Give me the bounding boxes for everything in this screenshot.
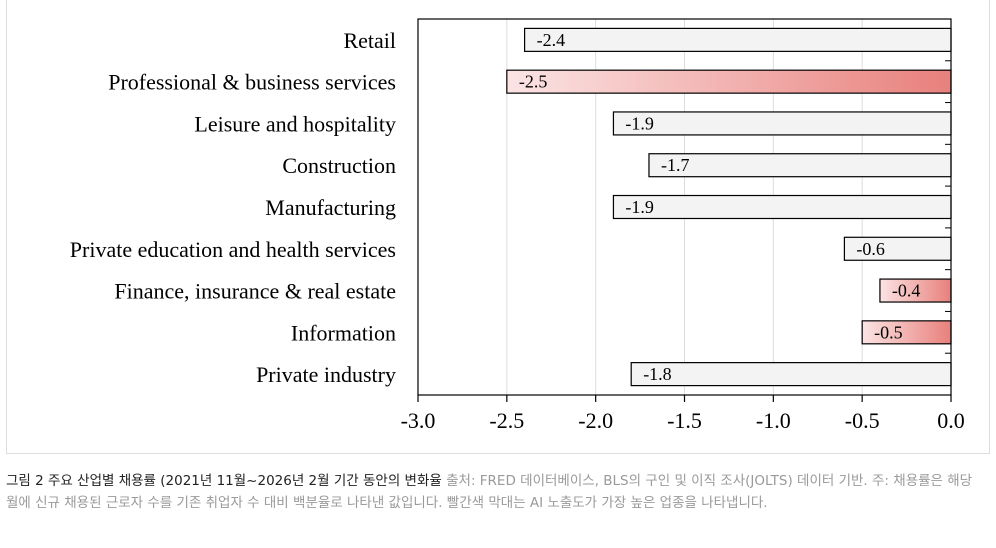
x-tick-label: -3.0 <box>401 408 436 433</box>
bar <box>648 153 952 178</box>
data-label: -1.9 <box>625 197 654 217</box>
bar <box>523 27 952 52</box>
category-label: Construction <box>282 153 396 178</box>
data-label: -2.4 <box>537 30 566 50</box>
data-label: -1.8 <box>643 364 672 384</box>
x-tick-label: -1.0 <box>756 408 791 433</box>
category-label: Manufacturing <box>265 195 396 220</box>
bar <box>612 111 952 136</box>
category-label: Finance, insurance & real estate <box>114 279 396 304</box>
plot-frame <box>417 18 952 396</box>
x-tick-label: -2.0 <box>578 408 613 433</box>
data-label: -0.5 <box>874 322 903 342</box>
figure-caption: 그림 2 주요 산업별 채용률 (2021년 11월~2026년 2월 기간 동… <box>6 470 986 514</box>
category-label: Professional & business services <box>108 70 396 95</box>
x-tick-label: -1.5 <box>667 408 702 433</box>
bar <box>612 194 952 220</box>
labels: -3.0 -2.5 -2.0 -1.5 -1.0 -0.5 0.0 -2.4 Retail -2.… <box>70 28 965 433</box>
caption-label: 그림 2 주요 산업별 채용률 (2021년 11월~2026년 2월 기간 동… <box>6 473 442 489</box>
category-label: Leisure and hospitality <box>194 111 396 136</box>
x-tick-label: -0.5 <box>845 408 880 433</box>
figure-frame: -3.0 -2.5 -2.0 -1.5 -1.0 -0.5 0.0 -2.4 Retail -2.… <box>6 0 990 454</box>
caption-source: 출처: FRED 데이터베이스, BLS의 구인 및 이직 조사(JOLTS) … <box>6 473 973 511</box>
x-tick-label: 0.0 <box>937 408 965 433</box>
bar-highlighted <box>506 69 952 94</box>
data-label: -0.4 <box>892 281 921 301</box>
x-tick-label: -2.5 <box>489 408 524 433</box>
category-label: Information <box>291 320 396 345</box>
bar <box>630 362 952 387</box>
bar-chart: -3.0 -2.5 -2.0 -1.5 -1.0 -0.5 0.0 -2.4 Retail -2.… <box>70 18 965 433</box>
category-label: Private industry <box>256 362 396 387</box>
category-label: Private education and health services <box>70 237 396 262</box>
category-label: Retail <box>343 28 396 53</box>
data-label: -1.9 <box>625 113 654 133</box>
data-label: -1.7 <box>661 155 690 175</box>
bars <box>506 27 952 387</box>
data-label: -2.5 <box>519 72 548 92</box>
data-label: -0.6 <box>856 239 885 259</box>
axes <box>417 18 952 402</box>
